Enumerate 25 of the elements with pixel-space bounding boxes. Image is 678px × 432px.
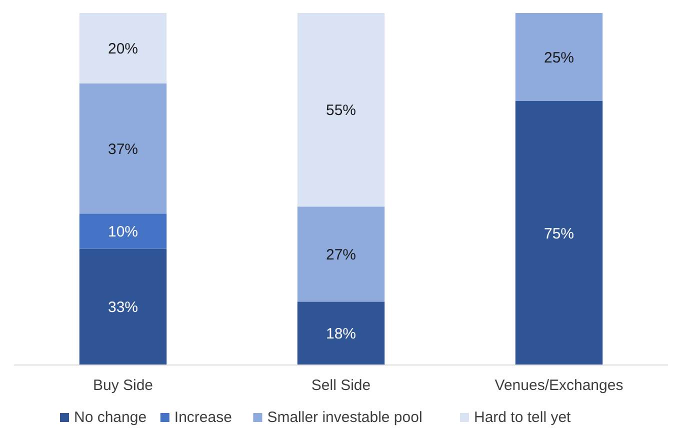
data-label: 18%: [326, 326, 356, 343]
bar: [79, 214, 167, 249]
bar: [515, 101, 603, 365]
bar: [297, 302, 385, 365]
legend-label: No change: [74, 409, 147, 426]
data-label: 37%: [108, 140, 138, 158]
bar: [79, 83, 167, 214]
bar: [515, 13, 603, 101]
x-tick-label: Sell Side: [311, 377, 371, 394]
legend-label: Increase: [174, 409, 232, 426]
x-tick-label: Venues/Exchanges: [494, 377, 624, 394]
bar: [297, 13, 385, 207]
legend-label: Hard to tell yet: [474, 409, 572, 426]
data-label: 10%: [108, 223, 138, 240]
bar: [79, 13, 167, 84]
data-label: 55%: [326, 102, 356, 120]
data-label: 75%: [544, 225, 574, 242]
data-label: 27%: [326, 246, 356, 264]
data-label: 20%: [108, 40, 138, 58]
bar: [297, 206, 385, 302]
data-label: 33%: [108, 299, 138, 316]
data-label: 25%: [544, 49, 574, 66]
bar: [79, 248, 167, 365]
x-tick-label: Buy Side: [92, 377, 154, 394]
legend-label: Smaller investable pool: [267, 409, 422, 426]
